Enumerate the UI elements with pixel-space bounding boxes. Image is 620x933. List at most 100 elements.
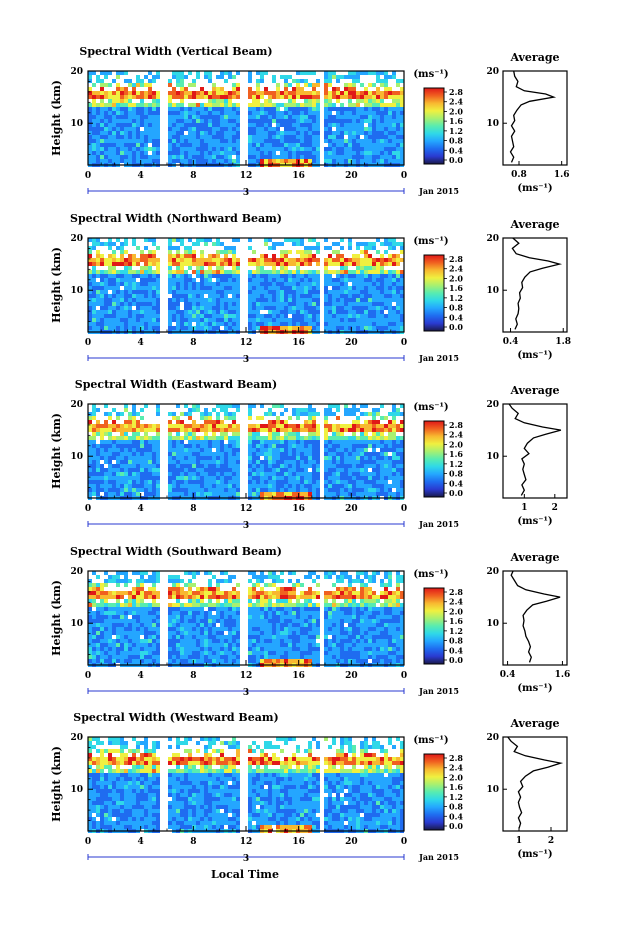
heatmap-cell xyxy=(260,286,264,290)
heatmap-cell xyxy=(348,290,352,294)
heatmap-cell xyxy=(120,468,124,472)
heatmap-cell xyxy=(188,306,192,310)
heatmap-cell xyxy=(140,444,144,448)
heatmap-cell xyxy=(196,127,200,131)
heatmap-cell xyxy=(100,123,104,127)
heatmap-cell xyxy=(208,318,212,322)
heatmap-cell xyxy=(276,123,280,127)
heatmap-cell xyxy=(392,472,396,476)
heatmap-cell xyxy=(208,139,212,143)
heatmap-cell xyxy=(280,424,284,428)
heatmap-cell xyxy=(308,575,312,579)
heatmap-cell xyxy=(192,119,196,123)
heatmap-cell xyxy=(304,448,308,452)
heatmap-cell xyxy=(328,270,332,274)
heatmap-cell xyxy=(376,298,380,302)
heatmap-cell xyxy=(336,488,340,492)
heatmap-cell xyxy=(192,290,196,294)
heatmap-cell xyxy=(212,460,216,464)
heatmap-cell xyxy=(384,250,388,254)
heatmap-cell xyxy=(364,456,368,460)
heatmap-cell xyxy=(120,492,124,496)
heatmap-cell xyxy=(364,436,368,440)
heatmap-cell xyxy=(368,95,372,99)
heatmap-cell xyxy=(156,440,160,444)
heatmap-cell xyxy=(396,452,400,456)
heatmap-cell xyxy=(156,95,160,99)
heatmap-cell xyxy=(220,302,224,306)
heatmap-cell xyxy=(356,79,360,83)
heatmap-cell xyxy=(180,428,184,432)
heatmap-cell xyxy=(308,246,312,250)
heatmap-cell xyxy=(336,278,340,282)
heatmap-cell xyxy=(292,452,296,456)
heatmap-cell xyxy=(184,448,188,452)
heatmap-cell xyxy=(172,278,176,282)
heatmap-cell xyxy=(140,579,144,583)
heatmap-cell xyxy=(140,119,144,123)
heatmap-cell xyxy=(316,468,320,472)
heatmap-cell xyxy=(228,119,232,123)
heatmap-cell xyxy=(380,456,384,460)
heatmap-cell xyxy=(308,83,312,87)
heatmap-cell xyxy=(308,408,312,412)
heatmap-cell xyxy=(192,302,196,306)
heatmap-cell xyxy=(324,322,328,326)
heatmap-cell xyxy=(396,472,400,476)
heatmap-cell xyxy=(104,404,108,408)
heatmap-cell xyxy=(268,488,272,492)
heatmap-cell xyxy=(268,484,272,488)
heatmap-cell xyxy=(312,472,316,476)
heatmap-cell xyxy=(368,322,372,326)
heatmap-cell xyxy=(120,472,124,476)
heatmap-cell xyxy=(148,83,152,87)
heatmap-cell xyxy=(132,147,136,151)
heatmap-cell xyxy=(96,298,100,302)
heatmap-cell xyxy=(332,492,336,496)
heatmap-cell xyxy=(204,95,208,99)
heatmap-cell xyxy=(312,282,316,286)
heatmap-cell xyxy=(360,464,364,468)
heatmap-cell xyxy=(396,123,400,127)
heatmap-cell xyxy=(352,460,356,464)
heatmap-cell xyxy=(340,448,344,452)
heatmap-cell xyxy=(260,436,264,440)
heatmap-cell xyxy=(204,452,208,456)
heatmap-cell xyxy=(100,464,104,468)
heatmap-cell xyxy=(176,266,180,270)
heatmap-cell xyxy=(300,322,304,326)
heatmap-cell xyxy=(140,99,144,103)
heatmap-cell xyxy=(156,492,160,496)
heatmap-cell xyxy=(188,127,192,131)
heatmap-cell xyxy=(128,111,132,115)
heatmap-cell xyxy=(196,476,200,480)
heatmap-cell xyxy=(264,270,268,274)
heatmap-cell xyxy=(276,314,280,318)
heatmap-cell xyxy=(276,298,280,302)
heatmap-cell xyxy=(384,143,388,147)
heatmap-cell xyxy=(312,318,316,322)
heatmap-cell xyxy=(384,111,388,115)
heatmap-cell xyxy=(300,408,304,412)
heatmap-cell xyxy=(120,432,124,436)
heatmap-cell xyxy=(312,326,316,330)
heatmap-cell xyxy=(200,456,204,460)
heatmap-cell xyxy=(148,155,152,159)
heatmap-cell xyxy=(388,440,392,444)
heatmap-cell xyxy=(260,91,264,95)
heatmap-cell xyxy=(272,147,276,151)
heatmap-cell xyxy=(296,294,300,298)
heatmap-cell xyxy=(116,127,120,131)
heatmap-cell xyxy=(268,151,272,155)
heatmap-cell xyxy=(336,107,340,111)
heatmap-cell xyxy=(284,135,288,139)
heatmap-cell xyxy=(340,278,344,282)
heatmap-cell xyxy=(180,424,184,428)
heatmap-cell xyxy=(96,322,100,326)
heatmap-cell xyxy=(168,99,172,103)
heatmap-cell xyxy=(236,294,240,298)
heatmap-cell xyxy=(208,484,212,488)
heatmap-cell xyxy=(92,448,96,452)
heatmap-cell xyxy=(280,444,284,448)
heatmap-cell xyxy=(372,476,376,480)
